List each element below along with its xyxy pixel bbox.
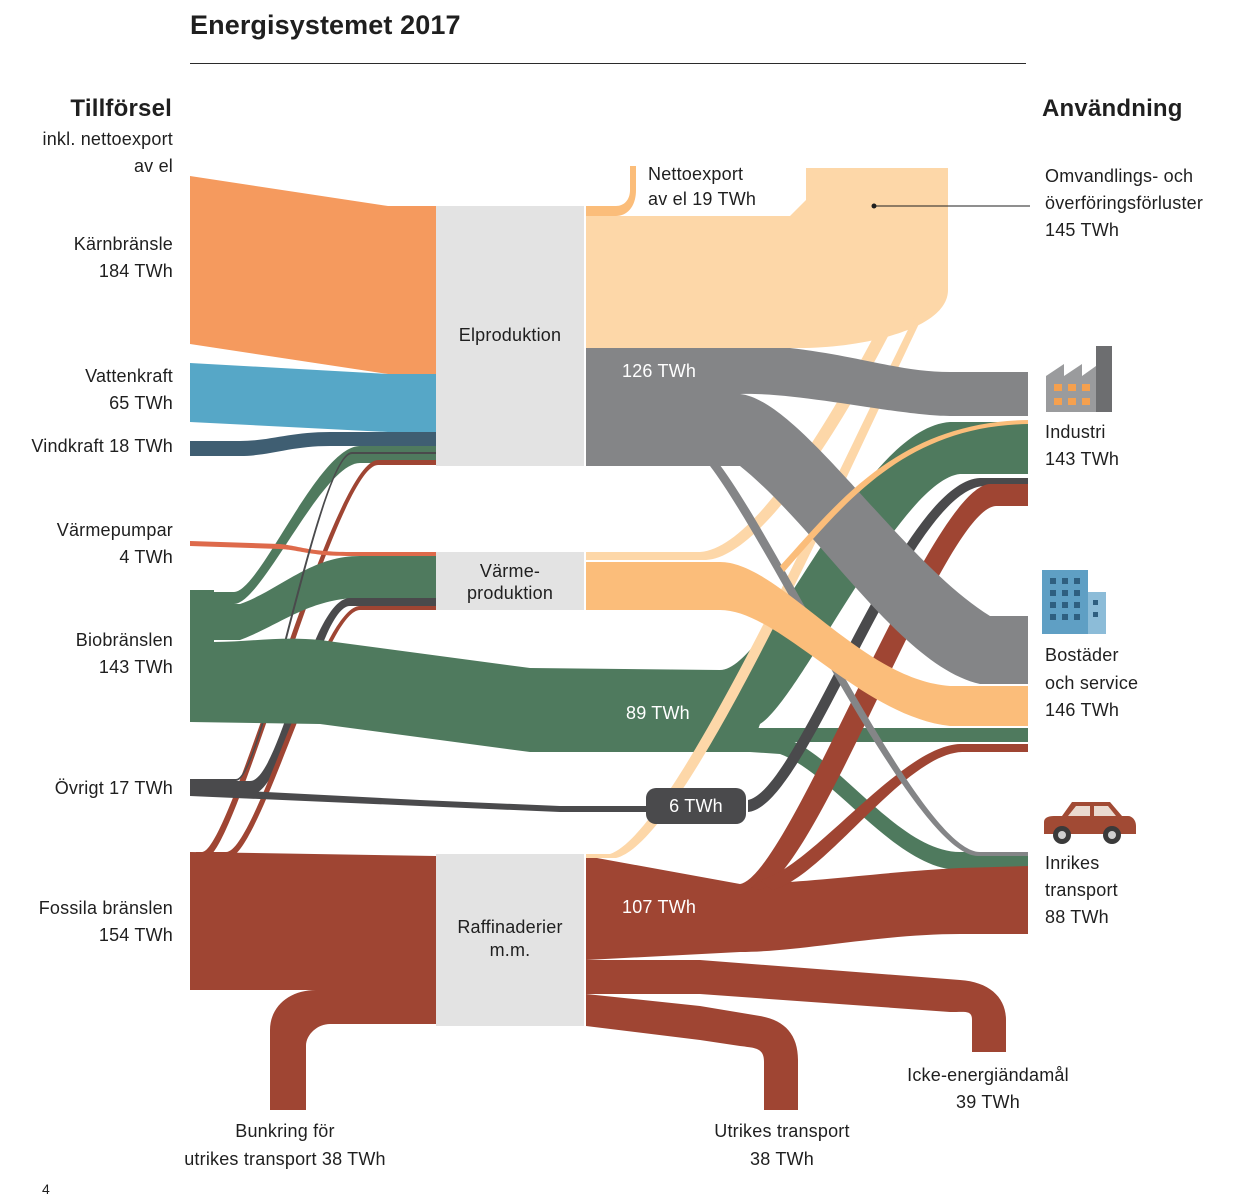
car-icon (1044, 802, 1136, 844)
label-fossila: Fossila bränslen (38, 898, 173, 918)
flow-bio-to-bostader (750, 728, 1028, 742)
heading-anvandning: Användning (1042, 95, 1183, 122)
flow-nettoexport (586, 166, 636, 216)
label-raffinaderier-2: m.m. (489, 940, 531, 960)
label-forluster-2: överföringsförluster (1045, 193, 1204, 213)
flow-bio-to-heat (214, 556, 436, 640)
label-transport-3: 88 TWh (1045, 907, 1109, 927)
flow-fossil (190, 852, 436, 990)
label-ovrigt: Övrigt 17 TWh (54, 778, 173, 798)
supply-subtitle-2: av el (133, 156, 173, 176)
factory-icon (1046, 346, 1112, 412)
title-rule (190, 63, 1026, 64)
flow-biobransle (190, 422, 1028, 752)
heading-tillforsel: Tillförsel (70, 95, 172, 122)
flow-vattenkraft (190, 363, 436, 432)
flow-el-to-transport (710, 460, 1028, 856)
label-nettoexport-1: Nettoexport (648, 164, 744, 184)
label-bostader-2: och service (1045, 673, 1139, 693)
flow-label-el: 126 TWh (622, 361, 697, 381)
label-raffinaderier-1: Raffinaderier (457, 917, 563, 937)
label-transport-2: transport (1045, 880, 1118, 900)
flow-el-to-industri (586, 348, 1028, 416)
label-varmepumpar-value: 4 TWh (119, 547, 173, 567)
label-elproduktion: Elproduktion (458, 325, 562, 345)
flow-oil-to-icke (586, 960, 1006, 1052)
box-varmeproduktion (436, 552, 584, 610)
flow-oil-to-utrikes (586, 994, 798, 1110)
flow-label-oil: 107 TWh (622, 897, 697, 917)
flow-oil-products (586, 856, 1028, 960)
label-varmepumpar: Värmepumpar (56, 520, 173, 540)
label-bunkring-1: Bunkring för (235, 1121, 335, 1141)
label-varme-1: Värme- (479, 561, 541, 581)
label-industri-1: Industri (1045, 422, 1106, 442)
label-forluster-3: 145 TWh (1045, 220, 1120, 240)
label-pill-ovrigt (646, 788, 746, 824)
box-elproduktion (436, 206, 584, 466)
flow-bunkring (270, 990, 436, 1110)
flow-varme (586, 562, 1028, 726)
box-raffinaderier (436, 854, 584, 1026)
label-nettoexport-2: av el 19 TWh (648, 189, 757, 209)
label-karnbransle-value: 184 TWh (98, 261, 173, 281)
label-vattenkraft-value: 65 TWh (109, 393, 173, 413)
flow-oil-to-industry (740, 484, 1028, 890)
label-icke-2: 39 TWh (956, 1092, 1020, 1112)
flow-varmepumpar (190, 541, 436, 556)
label-icke-1: Icke-energiändamål (907, 1065, 1069, 1085)
supply-subtitle-1: inkl. nettoexport (42, 129, 173, 149)
label-utrikes-1: Utrikes transport (714, 1121, 850, 1141)
flow-oil-to-bostader (760, 744, 1028, 890)
label-bostader-1: Bostäder (1045, 645, 1119, 665)
flow-el-to-bostader (586, 394, 1028, 684)
building-icon (1042, 570, 1106, 634)
label-vindkraft: Vindkraft 18 TWh (31, 436, 173, 456)
page-number: 4 (42, 1181, 50, 1197)
flow-forluster (586, 168, 948, 348)
flow-karnbransle (190, 176, 436, 374)
label-forluster-1: Omvandlings- och (1045, 166, 1194, 186)
label-fossila-value: 154 TWh (98, 925, 173, 945)
flow-label-bio: 89 TWh (626, 703, 690, 723)
label-biobranslen-value: 143 TWh (98, 657, 173, 677)
flow-ovrigt-to-industry (748, 478, 1028, 812)
flow-bio-to-el (214, 446, 436, 604)
label-karnbransle: Kärnbränsle (73, 234, 173, 254)
flow-vindkraft (190, 432, 436, 456)
label-utrikes-2: 38 TWh (750, 1149, 814, 1169)
label-bostader-3: 146 TWh (1045, 700, 1120, 720)
label-vattenkraft: Vattenkraft (85, 366, 173, 386)
label-varme-2: produktion (466, 583, 554, 603)
flow-label-ovrigt: 6 TWh (669, 796, 723, 816)
label-industri-2: 143 TWh (1045, 449, 1120, 469)
label-transport-1: Inrikes (1045, 853, 1100, 873)
page-title: Energisystemet 2017 (190, 10, 461, 40)
flow-ovrigt-direct (190, 788, 648, 812)
label-bunkring-2: utrikes transport 38 TWh (184, 1149, 386, 1169)
label-biobranslen: Biobränslen (75, 630, 173, 650)
